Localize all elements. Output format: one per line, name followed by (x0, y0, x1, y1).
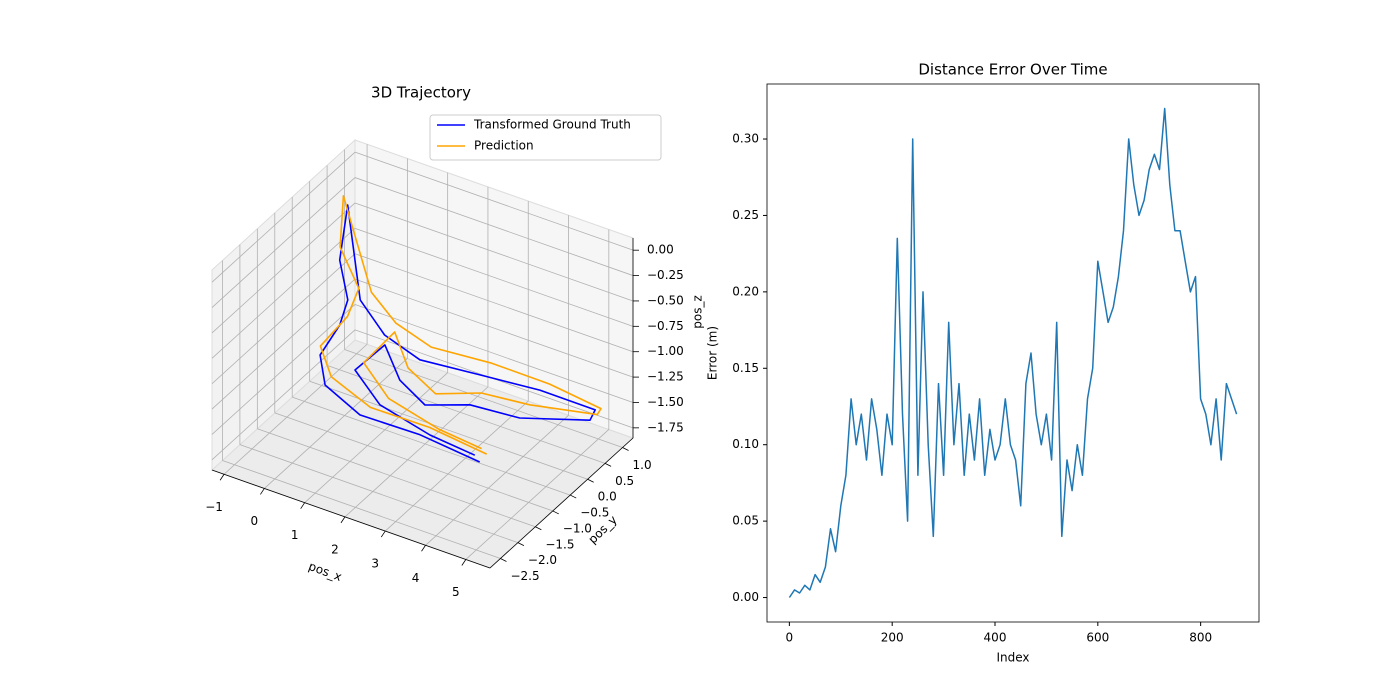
trajectory-3d: 3D Trajectory pos_x pos_y pos_z −1012345… (205, 84, 704, 599)
grid-line (354, 227, 634, 327)
error-line (788, 107, 1238, 598)
y-tick-label: 0.15 (732, 361, 759, 375)
tick-mark (500, 558, 507, 562)
tick-mark (421, 545, 426, 552)
x-tick-label: 2 (331, 542, 339, 556)
y-tick-label: 0.20 (732, 284, 759, 298)
tick-mark (622, 447, 629, 451)
grid-line (354, 177, 634, 276)
chart-title: Distance Error Over Time (918, 61, 1107, 79)
grid-line (274, 412, 553, 512)
error-chart: Distance Error Over Time Index Error (m)… (706, 61, 1260, 665)
grid-line (304, 372, 448, 503)
legend-label: Transformed Ground Truth (473, 118, 631, 132)
grid-line (292, 396, 571, 496)
x-tick-label: 0 (251, 514, 259, 528)
x-axis-label: Index (996, 651, 1029, 665)
x-tick-label: 800 (1189, 631, 1212, 645)
grid-line (223, 343, 368, 475)
tick-mark (380, 530, 386, 538)
trajectory-line (319, 204, 596, 463)
z-tick-label: 0.00 (647, 243, 674, 257)
tick-mark (340, 516, 346, 524)
grid-line (344, 386, 489, 518)
z-axis-label: pos_z (691, 295, 705, 329)
tick-mark (604, 463, 612, 467)
z-tick-label: −1.00 (647, 344, 684, 358)
legend-label: Prediction (474, 139, 534, 153)
tick-mark (300, 502, 305, 509)
y-tick-label: −2.0 (528, 553, 557, 567)
axis-line (211, 469, 491, 569)
tick-mark (219, 474, 225, 481)
grid-line (354, 151, 634, 251)
y-tick-label: 0.05 (732, 514, 759, 528)
y-tick-label: 0.5 (615, 474, 634, 488)
grid-line (211, 329, 356, 461)
z-tick-label: −1.50 (647, 395, 684, 409)
z-tick-label: −0.75 (647, 319, 684, 333)
x-tick-label: 1 (291, 528, 299, 542)
grid-line (344, 349, 623, 448)
tick-mark (587, 478, 594, 483)
tick-mark (570, 494, 577, 499)
z-tick-label: −1.75 (647, 420, 684, 434)
grid-line (425, 414, 569, 546)
grid-line (211, 253, 356, 385)
tick-mark (552, 510, 559, 515)
grid-line (211, 202, 356, 334)
grid-line (326, 364, 606, 464)
y-tick-label: −1.5 (545, 537, 574, 551)
z-tick-label: −0.50 (647, 293, 684, 307)
y-tick-label: −1.0 (563, 521, 592, 535)
grid-line (354, 253, 634, 353)
legend-box (429, 114, 662, 161)
tick-mark (260, 488, 265, 495)
grid-line (465, 429, 610, 560)
x-tick-label: 200 (881, 631, 904, 645)
x-tick-label: 4 (412, 571, 420, 585)
grid-line (211, 177, 356, 308)
tick-mark (517, 542, 525, 546)
x-tick-label: 3 (371, 557, 379, 571)
grid-line (211, 151, 356, 283)
x-tick-label: 0 (786, 631, 794, 645)
y-tick-label: 0.0 (598, 490, 617, 504)
tick-mark (461, 559, 467, 566)
y-tick-label: 0.00 (732, 590, 759, 604)
grid-line (222, 460, 501, 559)
x-tick-label: 400 (984, 631, 1007, 645)
y-tick-label: −2.5 (510, 569, 539, 583)
z-tick-label: −1.25 (647, 370, 684, 384)
grid-line (211, 228, 356, 359)
y-tick-label: −0.5 (580, 506, 609, 520)
y-tick-label: 0.30 (732, 132, 759, 146)
x-tick-label: −1 (205, 500, 223, 514)
grid-line (264, 358, 408, 489)
z-tick-label: −0.25 (647, 268, 684, 282)
axis-line (489, 437, 634, 569)
y-tick-label: 1.0 (633, 458, 652, 472)
grid-line (354, 202, 634, 302)
grid-line (211, 278, 356, 410)
grid-line (354, 304, 634, 403)
grid-line (257, 428, 536, 528)
grid-line (384, 400, 529, 532)
grid-line (211, 304, 356, 435)
grid-line (354, 278, 634, 378)
x-tick-label: 600 (1086, 631, 1109, 645)
y-axis-label: Error (m) (706, 326, 720, 380)
plot-frame (766, 83, 1260, 623)
trajectory-line (319, 195, 602, 455)
grid-line (309, 380, 588, 480)
chart-title: 3D Trajectory (371, 84, 471, 102)
x-tick-label: 5 (452, 585, 460, 599)
y-tick-label: 0.10 (732, 437, 759, 451)
grid-line (239, 444, 519, 544)
tick-mark (535, 526, 542, 531)
y-tick-label: 0.25 (732, 208, 759, 222)
